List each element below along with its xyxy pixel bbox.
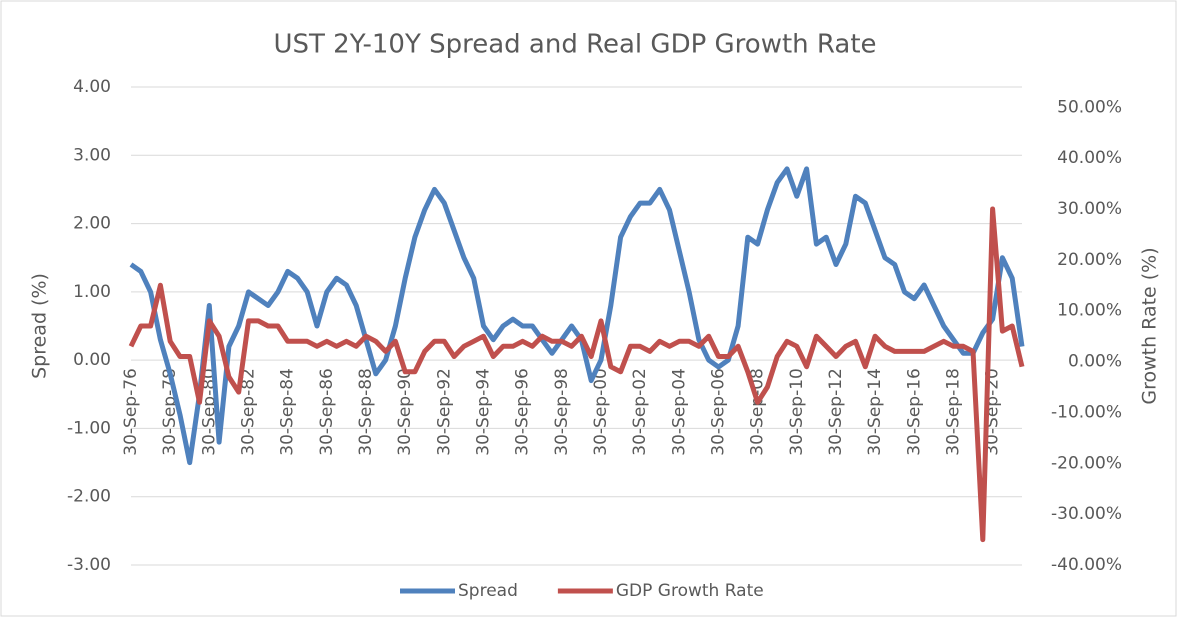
- y2-tick-label: -10.00%: [1051, 402, 1122, 422]
- series-line: [128, 206, 1025, 543]
- series-line: [129, 166, 1025, 466]
- y2-tick-label: -40.00%: [1051, 555, 1122, 575]
- x-tick-label: 30-Sep-16: [904, 368, 924, 456]
- y2-tick-label: 40.00%: [1057, 148, 1122, 168]
- y2-tick-label: 0.00%: [1068, 352, 1122, 372]
- y-tick-label: 3.00: [73, 145, 111, 165]
- x-tick-label: 30-Sep-00: [591, 368, 611, 456]
- y2-tick-label: 50.00%: [1057, 97, 1122, 117]
- x-tick-label: 30-Sep-04: [669, 368, 689, 456]
- x-tick-label: 30-Sep-92: [434, 368, 454, 456]
- x-tick-label: 30-Sep-98: [552, 368, 572, 456]
- legend-label: Spread: [458, 581, 518, 601]
- x-tick-label: 30-Sep-10: [787, 368, 807, 456]
- y2-axis-title: Growth Rate (%): [1139, 247, 1161, 404]
- y2-tick-label: 30.00%: [1057, 199, 1122, 219]
- x-tick-label: 30-Sep-14: [865, 368, 885, 456]
- chart-title: UST 2Y-10Y Spread and Real GDP Growth Ra…: [273, 30, 876, 60]
- y2-tick-label: -20.00%: [1051, 453, 1122, 473]
- x-tick-label: 30-Sep-86: [317, 368, 337, 456]
- y-tick-label: 2.00: [73, 214, 111, 234]
- x-tick-label: 30-Sep-96: [513, 368, 533, 456]
- legend-label: GDP Growth Rate: [616, 581, 764, 601]
- y2-tick-label: -30.00%: [1051, 504, 1122, 524]
- y-tick-label: 1.00: [73, 282, 111, 302]
- y-axis-title: Spread (%): [29, 273, 51, 379]
- x-tick-label: 30-Sep-82: [238, 368, 258, 456]
- x-tick-label: 30-Sep-94: [473, 368, 493, 456]
- x-tick-label: 30-Sep-12: [826, 368, 846, 456]
- x-tick-label: 30-Sep-06: [708, 368, 728, 456]
- y-tick-label: -2.00: [67, 487, 111, 507]
- y-tick-label: -3.00: [67, 555, 111, 575]
- x-tick-label: 30-Sep-02: [630, 368, 650, 456]
- x-tick-label: 30-Sep-88: [356, 368, 376, 456]
- y-tick-label: -1.00: [67, 418, 111, 438]
- y-tick-label: 4.00: [73, 77, 111, 97]
- y-tick-label: 0.00: [73, 350, 111, 370]
- x-tick-label: 30-Sep-76: [121, 368, 141, 456]
- x-tick-label: 30-Sep-18: [943, 368, 963, 456]
- y2-tick-label: 10.00%: [1057, 301, 1122, 321]
- x-tick-label: 30-Sep-84: [278, 368, 298, 456]
- y2-tick-label: 20.00%: [1057, 250, 1122, 270]
- x-tick-label: 30-Sep-90: [395, 368, 415, 456]
